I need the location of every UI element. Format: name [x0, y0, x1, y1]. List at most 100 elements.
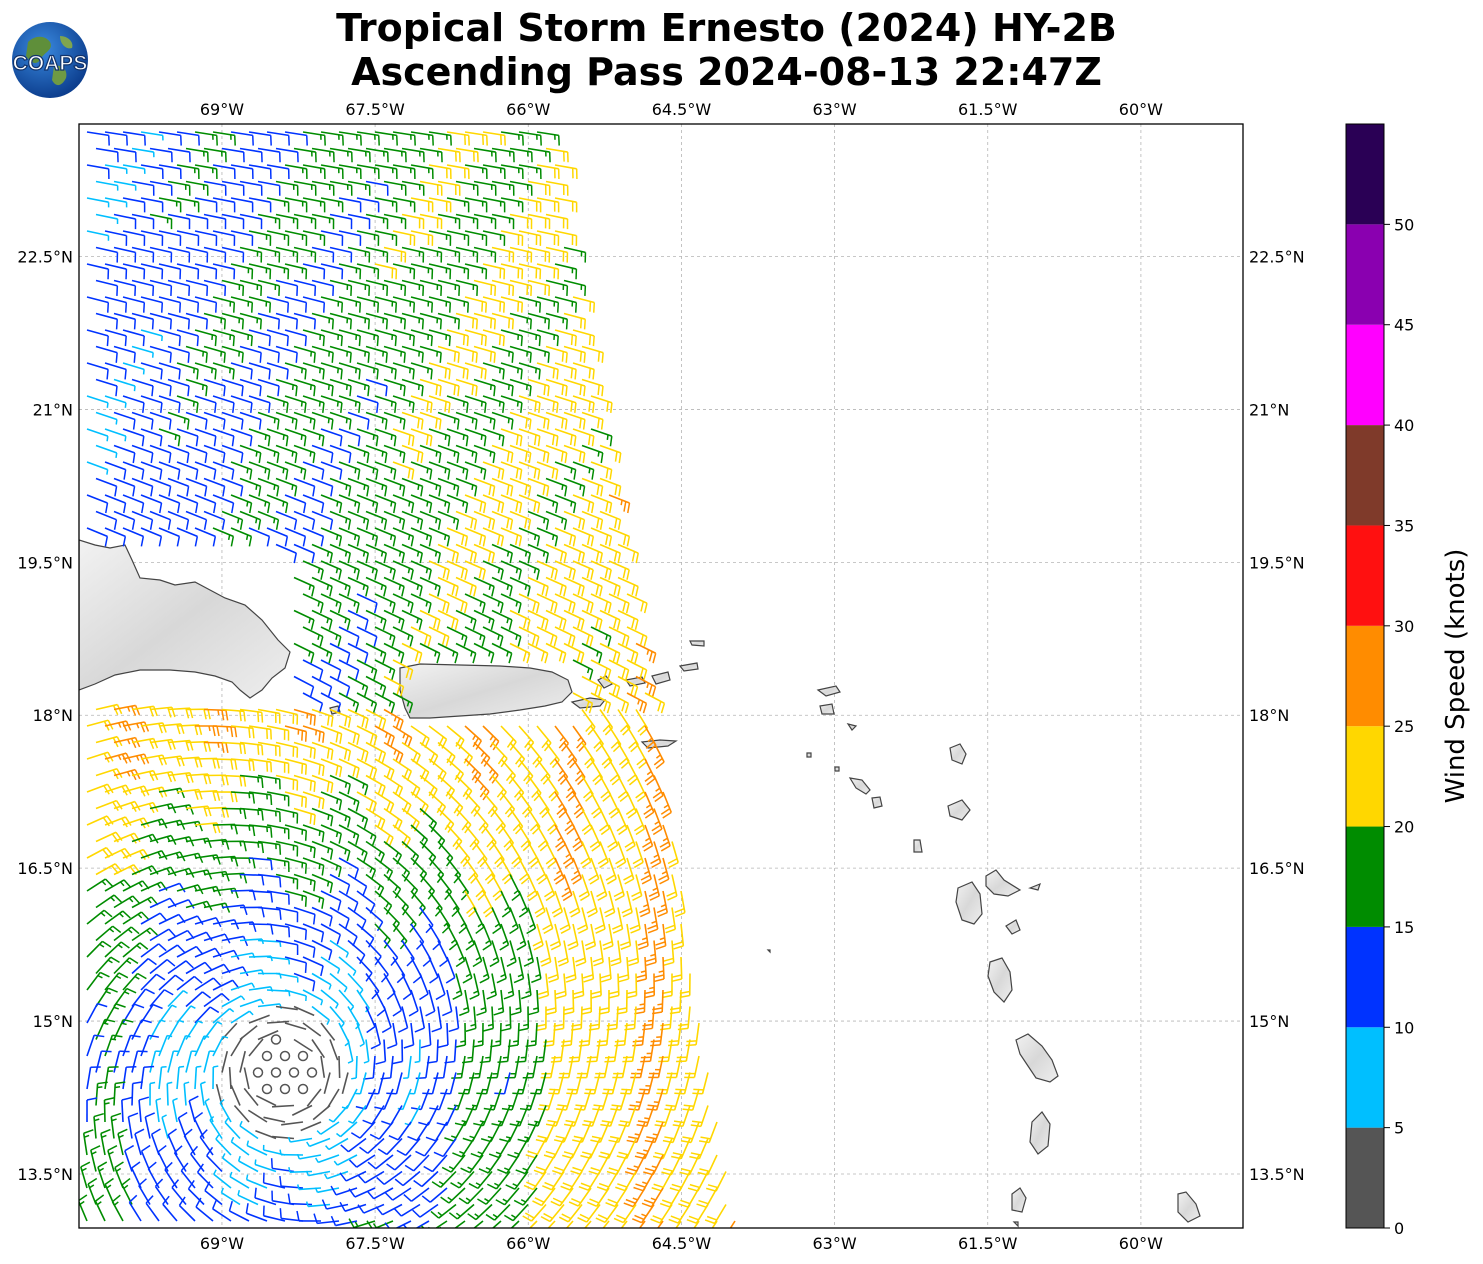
barb-feather — [221, 775, 225, 786]
barb-feather — [242, 936, 249, 947]
barb-feather — [469, 584, 474, 595]
barb-feather — [496, 788, 505, 798]
barb-feather — [524, 451, 528, 462]
barb-feather — [690, 1152, 702, 1156]
barb-feather-half — [156, 883, 162, 889]
wind-barb — [323, 1072, 331, 1094]
barb-feather-half — [395, 852, 399, 858]
barb-feather-half — [529, 923, 535, 928]
barb-feather — [519, 436, 523, 447]
wind-barb — [446, 1022, 449, 1046]
barb-feather — [588, 703, 594, 714]
barb-feather — [606, 401, 609, 412]
barb-feather — [112, 705, 119, 716]
barb-feather — [320, 932, 325, 943]
barb-feather — [550, 944, 561, 951]
wind-barb — [230, 1036, 244, 1057]
barb-feather — [258, 452, 262, 464]
barb-feather-half — [344, 849, 347, 855]
barb-feather — [550, 601, 555, 612]
barb-feather-half — [389, 601, 393, 607]
barb-feather — [321, 469, 325, 480]
barb-feather — [509, 519, 514, 530]
barb-feather — [625, 807, 636, 815]
barb-feather — [652, 791, 662, 799]
barb-feather — [178, 302, 182, 313]
barb-feather — [439, 806, 447, 816]
barb-feather — [321, 502, 325, 514]
barb-feather — [643, 807, 653, 815]
barb-feather-half — [524, 551, 528, 557]
barb-feather — [591, 436, 595, 447]
barb-feather-half — [254, 1159, 257, 1165]
barb-feather — [554, 1166, 565, 1172]
barb-feather-half — [399, 484, 402, 491]
barb-feather-half — [361, 850, 365, 856]
barb-feather — [286, 402, 289, 413]
barb-feather-half — [414, 1060, 420, 1064]
barb-feather — [614, 1040, 626, 1043]
barb-feather — [464, 569, 468, 580]
wind-barb — [302, 461, 324, 471]
wind-barb — [86, 362, 109, 371]
barb-feather-half — [558, 769, 564, 775]
barb-feather — [132, 895, 141, 905]
barb-feather — [371, 990, 380, 1000]
barb-feather — [331, 319, 334, 330]
wind-barb — [167, 345, 190, 354]
barb-feather — [110, 956, 120, 964]
barb-feather — [493, 1011, 504, 1016]
barb-feather — [591, 807, 600, 815]
barb-feather — [655, 945, 666, 950]
barb-feather-half — [345, 418, 348, 424]
barb-feather — [410, 1107, 422, 1111]
wind-barb — [138, 1100, 142, 1123]
barb-feather-half — [273, 451, 276, 457]
barb-feather — [168, 928, 177, 938]
wind-barb — [390, 1105, 403, 1125]
barb-feather — [544, 653, 549, 664]
barb-feather — [201, 991, 212, 999]
barb-feather — [376, 302, 380, 313]
barb-feather — [621, 634, 626, 645]
barb-feather — [519, 469, 523, 480]
barb-feather — [483, 436, 487, 447]
hispaniola — [79, 539, 291, 699]
wind-barb — [338, 989, 355, 1008]
barb-feather-half — [101, 1134, 107, 1139]
barb-feather-half — [291, 451, 294, 457]
barb-feather-half — [255, 484, 258, 491]
barb-feather — [376, 335, 379, 347]
barb-feather — [295, 385, 298, 397]
barb-feather — [553, 911, 563, 918]
barb-feather-half — [309, 451, 312, 457]
st-kitts — [846, 723, 858, 731]
barb-feather-half — [197, 1020, 203, 1024]
wind-barb — [257, 1003, 280, 1008]
barb-feather — [646, 961, 657, 967]
barb-feather — [393, 436, 397, 447]
barb-feather — [179, 819, 186, 830]
barb-feather — [626, 990, 637, 995]
barb-feather — [270, 859, 273, 871]
barb-feather — [367, 319, 370, 330]
barb-feather — [584, 756, 593, 766]
barb-feather — [617, 586, 621, 597]
barb-feather-half — [533, 1007, 539, 1011]
barb-feather — [250, 369, 253, 380]
barb-feather-half — [380, 551, 384, 557]
barb-feather — [608, 536, 613, 547]
barb-feather-half — [204, 1098, 210, 1103]
wind-barb — [86, 164, 109, 170]
barb-feather — [170, 866, 177, 877]
barb-feather — [313, 385, 316, 397]
barb-feather — [468, 1182, 479, 1190]
barb-feather — [559, 584, 564, 595]
wind-barb — [257, 939, 281, 943]
wind-barb — [320, 890, 342, 902]
wind-barb — [338, 1022, 350, 1043]
wind-barb — [239, 378, 262, 387]
barb-feather-half — [184, 869, 189, 875]
barb-feather — [455, 552, 459, 564]
barb-feather — [239, 743, 243, 754]
